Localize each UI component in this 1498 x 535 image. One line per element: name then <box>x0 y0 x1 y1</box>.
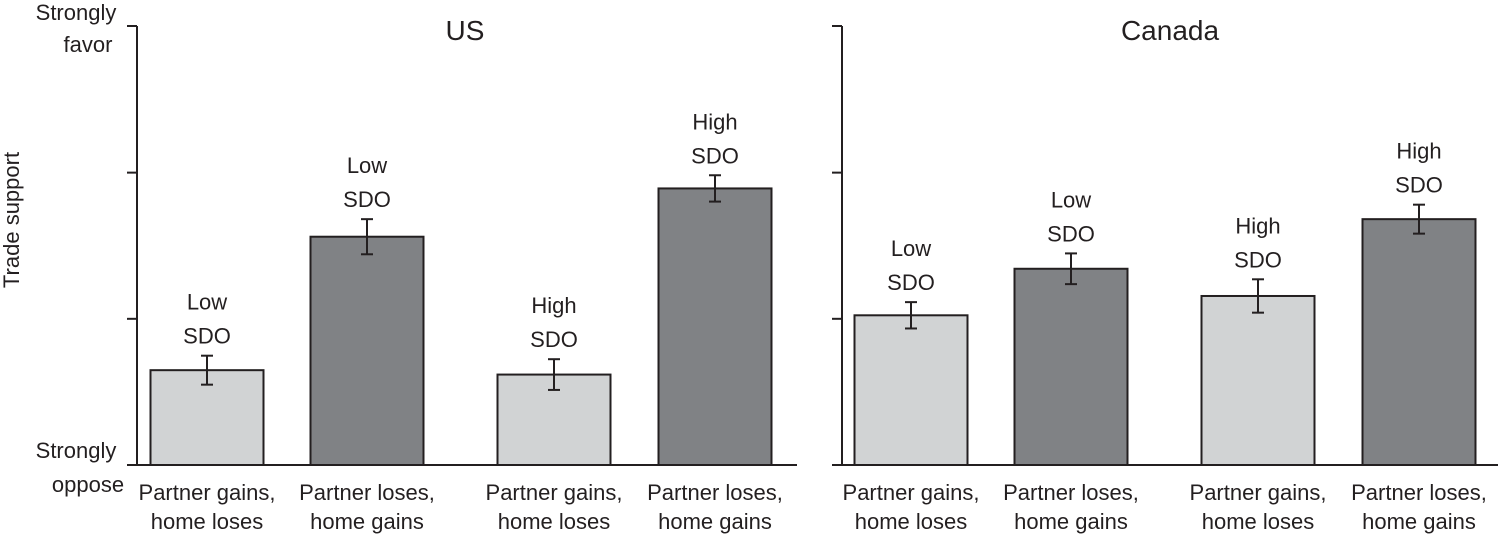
category-label-line1: Partner gains, <box>139 480 276 505</box>
panel-0: US Low SDO Partner gains, home loses Low SDO Pa… <box>127 15 797 534</box>
bar <box>657 187 773 466</box>
category-label-line1: Partner loses, <box>1351 480 1487 505</box>
category-label-line2: home loses <box>151 509 264 534</box>
bar-group-label-line2: SDO <box>1234 247 1282 272</box>
bar-group-label-line1: High <box>1396 139 1441 164</box>
y-axis-top-label-line1: Strongly <box>36 0 117 25</box>
category-label-line1: Partner gains, <box>843 480 980 505</box>
bar-group-label-line1: High <box>692 109 737 134</box>
bar-group-label-line2: SDO <box>1395 173 1443 198</box>
bar-group-label-line2: SDO <box>1047 221 1095 246</box>
category-label-line1: Partner loses, <box>1003 480 1139 505</box>
bar <box>149 369 265 466</box>
category-label-line2: home loses <box>855 509 968 534</box>
bar-group-label-line2: SDO <box>887 270 935 295</box>
bar-group-label-line1: Low <box>891 236 931 261</box>
bar-group-label-line1: High <box>1235 213 1280 238</box>
bar-group-label-line1: Low <box>1051 187 1091 212</box>
category-label-line1: Partner loses, <box>299 480 435 505</box>
bar-group-label-line1: Low <box>347 153 387 178</box>
bar-group-label-line2: SDO <box>343 187 391 212</box>
y-axis-title: Trade support <box>0 152 24 288</box>
bar <box>853 314 969 466</box>
panel-1: Canada Low SDO Partner gains, home loses Low S… <box>832 15 1498 534</box>
category-label-line1: Partner gains, <box>486 480 623 505</box>
category-label-line1: Partner loses, <box>647 480 783 505</box>
bar <box>1361 218 1477 466</box>
category-label-line2: home gains <box>658 509 772 534</box>
bar-group-label-line1: High <box>531 293 576 318</box>
bar <box>1013 267 1129 466</box>
bar-group-label-line2: SDO <box>530 327 578 352</box>
category-label-line2: home gains <box>1014 509 1128 534</box>
bar-group-label-line2: SDO <box>183 324 231 349</box>
bar-group-label-line2: SDO <box>691 143 739 168</box>
y-axis-top-label-line2: favor <box>64 32 113 57</box>
category-label-line2: home gains <box>310 509 424 534</box>
y-axis-bottom-label-line1: Strongly <box>36 438 117 463</box>
bar-group-label-line1: Low <box>187 290 227 315</box>
panel-title: Canada <box>1121 15 1220 46</box>
category-label-line2: home loses <box>498 509 611 534</box>
category-label-line2: home loses <box>1202 509 1315 534</box>
y-axis-bottom-label-line2: oppose <box>52 472 124 497</box>
category-label-line1: Partner gains, <box>1190 480 1327 505</box>
category-label-line2: home gains <box>1362 509 1476 534</box>
bar <box>309 235 425 466</box>
panel-title: US <box>446 15 485 46</box>
bar <box>1200 294 1316 466</box>
